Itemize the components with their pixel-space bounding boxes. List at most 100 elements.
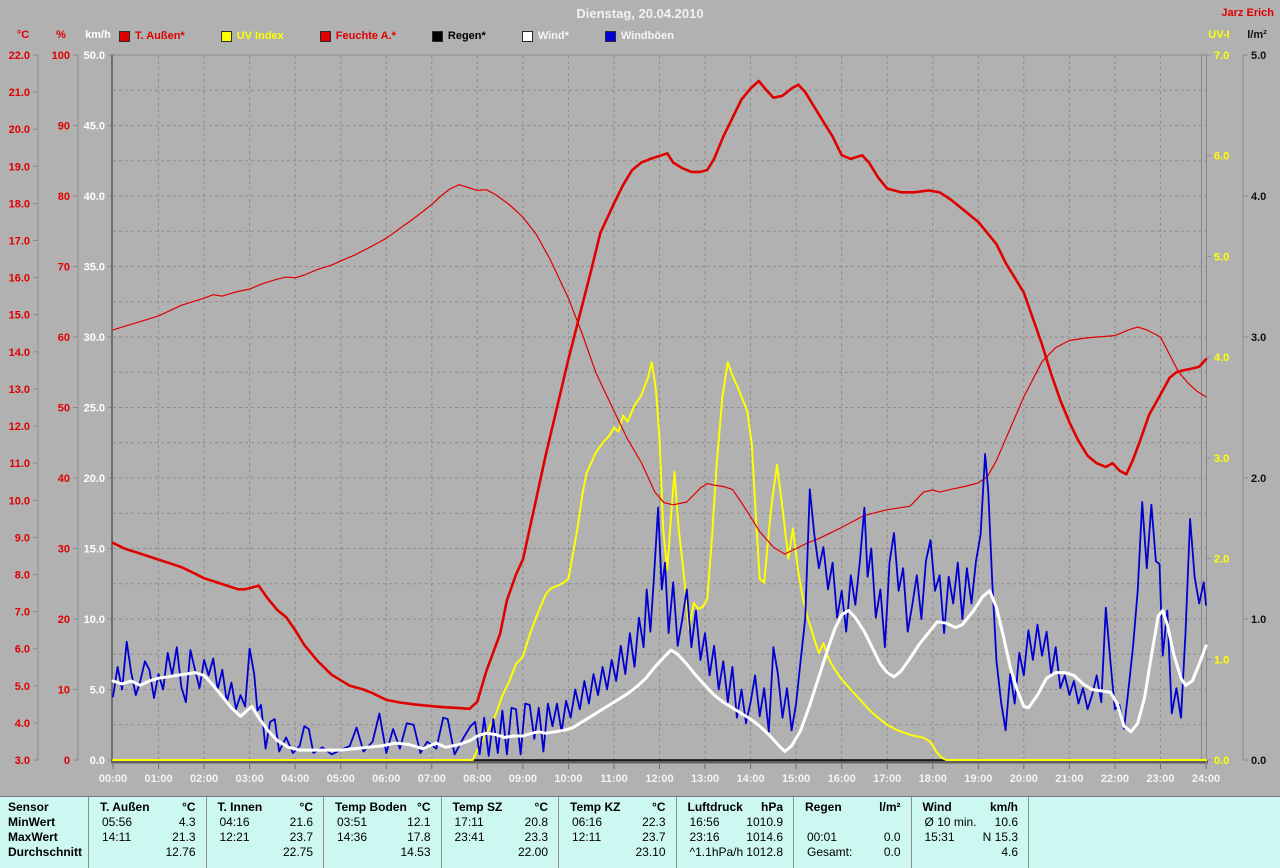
legend-item-feuchte: Feuchte A.* [319,30,396,42]
svg-text:0: 0 [64,755,70,767]
svg-text:0.0: 0.0 [90,755,105,767]
table-cell-value: 0.0 [883,830,901,844]
svg-text:4.0: 4.0 [1251,191,1266,203]
svg-text:19:00: 19:00 [964,773,992,785]
table-cell-time: 00:01 [807,830,838,844]
table-cell-time: ^1.1hPa/h [689,845,744,859]
table-cell-time: 23:41 [454,830,485,844]
table-cell-value: 22.00 [517,845,548,859]
legend-label: Windböen [620,30,674,42]
table-cell-time: 03:51 [337,815,368,829]
table-column-divider [675,797,677,868]
page-title: Dienstag, 20.04.2010 [576,6,704,21]
author-name: Jarz Erich [1221,7,1274,19]
svg-text:0.0: 0.0 [1251,755,1266,767]
table-sensor-unit: l/m² [879,800,901,814]
svg-text:11:00: 11:00 [600,773,628,785]
table-row-label: Sensor [8,800,49,814]
svg-text:6.0: 6.0 [15,644,30,656]
legend-swatch-windboeen [604,30,616,42]
axis-title-humidity: % [56,29,66,41]
table-sensor-unit: °C [299,800,313,814]
svg-text:12:00: 12:00 [645,773,673,785]
legend-swatch-uv-index [220,30,232,42]
svg-text:5.0: 5.0 [15,681,30,693]
table-cell-value: N 15.3 [982,830,1018,844]
table-sensor-name: T. Außen [100,800,150,814]
svg-text:15.0: 15.0 [84,544,105,556]
svg-text:04:00: 04:00 [281,773,309,785]
svg-text:13.0: 13.0 [9,384,30,396]
table-cell-value: 23.7 [289,830,313,844]
svg-text:3.0: 3.0 [1251,332,1266,344]
svg-text:100: 100 [52,50,70,62]
svg-text:09:00: 09:00 [509,773,537,785]
svg-text:18.0: 18.0 [9,198,30,210]
x-axis-labels: 00:00 01:00 02:00 03:00 04:00 05:00 06:00 07:00… [99,773,1220,785]
svg-text:07:00: 07:00 [418,773,446,785]
svg-text:24:00: 24:00 [1192,773,1220,785]
table-cell-value: 4.3 [178,815,196,829]
table-cell-value: 21.6 [289,815,313,829]
svg-text:60: 60 [58,332,70,344]
weather-chart: 3.0 4.0 5.0 6.0 7.0 8.0 9.0 10.0 11.0 12.0 13.0 14.… [9,50,1267,785]
svg-text:7.0: 7.0 [15,607,30,619]
svg-text:14.0: 14.0 [9,347,30,359]
legend-item-uv-index: UV Index [220,30,284,42]
gridlines [113,55,1206,760]
svg-text:17.0: 17.0 [9,236,30,248]
table-cell-time: 12:11 [572,830,602,844]
svg-text:06:00: 06:00 [372,773,400,785]
legend-swatch-regen [431,30,443,42]
svg-text:01:00: 01:00 [144,773,172,785]
svg-text:2.0: 2.0 [1214,554,1229,566]
legend-label: T. Außen* [135,30,185,42]
svg-text:40: 40 [58,473,70,485]
series-wind [111,589,1208,753]
table-cell-value: 23.10 [635,845,666,859]
table-cell-time: 15:31 [924,830,955,844]
legend-item-regen: Regen* [431,30,486,42]
svg-text:21.0: 21.0 [9,87,30,99]
svg-text:15.0: 15.0 [9,310,30,322]
table-sensor-unit: km/h [989,800,1018,814]
svg-text:80: 80 [58,191,70,203]
table-sensor-name: Regen [805,800,842,814]
svg-text:16.0: 16.0 [9,273,30,285]
table-cell-time: Ø 10 min. [924,815,977,829]
svg-text:11.0: 11.0 [9,458,30,470]
svg-text:1.0: 1.0 [1251,614,1266,626]
table-cell-value: 23.3 [524,830,548,844]
table-cell-time: 05:56 [102,815,133,829]
table-sensor-unit: °C [182,800,196,814]
table-sensor-unit: °C [534,800,548,814]
table-cell-value: 12.1 [407,815,431,829]
svg-text:6.0: 6.0 [1214,151,1229,163]
table-cell-value: 1014.6 [746,830,783,844]
svg-text:2.0: 2.0 [1251,473,1266,485]
svg-text:12.0: 12.0 [9,421,30,433]
svg-text:10:00: 10:00 [554,773,582,785]
svg-text:05:00: 05:00 [327,773,355,785]
table-cell-value: 22.75 [282,845,313,859]
table-column-divider [558,797,559,868]
table-column-divider [205,797,207,868]
svg-text:35.0: 35.0 [84,262,105,274]
table-cell-value: 10.6 [994,815,1018,829]
table-column-divider [88,797,89,868]
svg-text:20: 20 [58,614,70,626]
svg-text:20.0: 20.0 [84,473,105,485]
table-cell-time: 14:36 [337,830,368,844]
legend-item-windboeen: Windböen [604,30,674,42]
table-sensor-name: T. Innen [217,800,263,814]
table-cell-value: 20.8 [524,815,548,829]
table-column-divider [440,797,442,868]
svg-text:0.0: 0.0 [1214,755,1229,767]
svg-text:5.0: 5.0 [1214,251,1229,263]
y-axes: 3.0 4.0 5.0 6.0 7.0 8.0 9.0 10.0 11.0 12.0 13.0 14.… [9,50,1267,767]
table-cell-time: 04:16 [219,815,250,829]
table-sensor-unit: °C [417,800,431,814]
table-cell-time: Gesamt: [807,845,853,859]
svg-text:3.0: 3.0 [1214,453,1229,465]
